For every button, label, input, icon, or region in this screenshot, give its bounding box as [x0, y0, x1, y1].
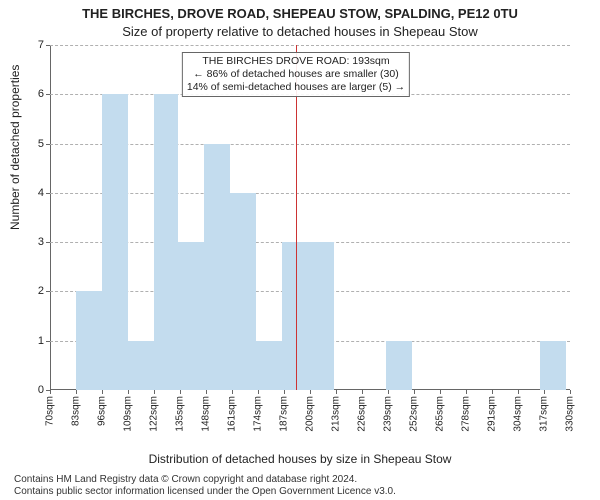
histogram-bar [256, 341, 282, 390]
gridline [50, 45, 570, 46]
y-tick-mark [46, 242, 50, 243]
x-tick-label: 317sqm [539, 396, 550, 432]
x-tick-mark [518, 390, 519, 394]
x-tick-mark [180, 390, 181, 394]
x-tick-mark [544, 390, 545, 394]
annotation-line: 14% of semi-detached houses are larger (… [187, 81, 405, 94]
x-tick-label: 239sqm [383, 396, 394, 432]
x-tick-mark [388, 390, 389, 394]
annotation-box: THE BIRCHES DROVE ROAD: 193sqm← 86% of d… [182, 52, 410, 97]
x-tick-mark [76, 390, 77, 394]
histogram-bar [282, 242, 308, 390]
x-tick-label: 161sqm [227, 396, 238, 432]
chart-title: THE BIRCHES, DROVE ROAD, SHEPEAU STOW, S… [0, 6, 600, 21]
y-axis [50, 45, 51, 390]
x-tick-label: 83sqm [71, 396, 82, 426]
x-tick-mark [414, 390, 415, 394]
histogram-bar [178, 242, 204, 390]
chart-footer: Contains HM Land Registry data © Crown c… [14, 474, 396, 498]
y-tick-mark [46, 291, 50, 292]
gridline [50, 193, 570, 194]
x-tick-mark [102, 390, 103, 394]
x-tick-mark [310, 390, 311, 394]
y-tick-label: 7 [38, 39, 44, 51]
y-tick-mark [46, 45, 50, 46]
y-axis-label: Number of detached properties [8, 65, 22, 230]
histogram-bar [76, 291, 102, 390]
annotation-line: THE BIRCHES DROVE ROAD: 193sqm [187, 55, 405, 68]
histogram-bar [128, 341, 154, 390]
x-tick-mark [492, 390, 493, 394]
x-tick-label: 265sqm [435, 396, 446, 432]
x-tick-mark [570, 390, 571, 394]
x-tick-label: 291sqm [487, 396, 498, 432]
y-tick-mark [46, 144, 50, 145]
y-tick-label: 5 [38, 138, 44, 150]
x-tick-mark [154, 390, 155, 394]
x-axis-label: Distribution of detached houses by size … [0, 452, 600, 466]
y-tick-mark [46, 341, 50, 342]
x-tick-mark [466, 390, 467, 394]
y-tick-label: 0 [38, 384, 44, 396]
histogram-bar [204, 144, 230, 390]
x-tick-label: 304sqm [513, 396, 524, 432]
chart-subtitle: Size of property relative to detached ho… [0, 24, 600, 39]
x-tick-mark [362, 390, 363, 394]
histogram-bar [102, 94, 128, 390]
x-tick-label: 122sqm [149, 396, 160, 432]
y-tick-mark [46, 94, 50, 95]
x-tick-mark [284, 390, 285, 394]
x-tick-label: 135sqm [175, 396, 186, 432]
x-tick-label: 330sqm [565, 396, 576, 432]
x-tick-mark [50, 390, 51, 394]
plot-area: 0123456770sqm83sqm96sqm109sqm122sqm135sq… [50, 45, 570, 390]
histogram-bar [540, 341, 566, 390]
footer-line-1: Contains HM Land Registry data © Crown c… [14, 474, 396, 486]
x-tick-mark [440, 390, 441, 394]
x-tick-label: 213sqm [331, 396, 342, 432]
x-tick-label: 109sqm [123, 396, 134, 432]
y-tick-label: 3 [38, 236, 44, 248]
y-tick-label: 4 [38, 187, 44, 199]
x-tick-label: 252sqm [409, 396, 420, 432]
chart-container: THE BIRCHES, DROVE ROAD, SHEPEAU STOW, S… [0, 0, 600, 500]
x-tick-label: 278sqm [461, 396, 472, 432]
x-tick-mark [336, 390, 337, 394]
histogram-bar [230, 193, 256, 390]
x-tick-mark [258, 390, 259, 394]
y-tick-label: 6 [38, 88, 44, 100]
x-tick-label: 70sqm [45, 396, 56, 426]
x-tick-label: 226sqm [357, 396, 368, 432]
x-tick-label: 200sqm [305, 396, 316, 432]
y-tick-label: 1 [38, 335, 44, 347]
y-tick-label: 2 [38, 285, 44, 297]
x-tick-mark [232, 390, 233, 394]
x-tick-label: 96sqm [97, 396, 108, 426]
x-tick-label: 187sqm [279, 396, 290, 432]
x-tick-label: 148sqm [201, 396, 212, 432]
x-tick-label: 174sqm [253, 396, 264, 432]
x-tick-mark [206, 390, 207, 394]
x-tick-mark [128, 390, 129, 394]
annotation-line: ← 86% of detached houses are smaller (30… [187, 68, 405, 81]
y-tick-mark [46, 193, 50, 194]
gridline [50, 144, 570, 145]
histogram-bar [308, 242, 334, 390]
histogram-bar [154, 94, 178, 390]
footer-line-2: Contains public sector information licen… [14, 486, 396, 498]
histogram-bar [386, 341, 412, 390]
